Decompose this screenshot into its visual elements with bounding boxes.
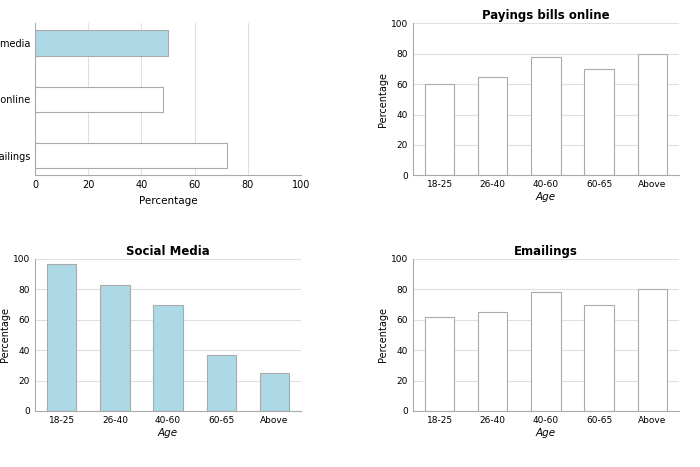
Bar: [584, 69, 614, 175]
Bar: [425, 317, 454, 411]
Bar: [638, 54, 667, 175]
X-axis label: Age: Age: [158, 428, 178, 438]
Bar: [206, 355, 236, 411]
Bar: [425, 84, 454, 175]
Title: Emailings: Emailings: [514, 245, 578, 258]
Title: Social Media: Social Media: [126, 245, 210, 258]
Bar: [478, 312, 508, 411]
Bar: [584, 304, 614, 411]
Title: Payings bills online: Payings bills online: [482, 9, 610, 22]
Y-axis label: Percentage: Percentage: [0, 307, 10, 362]
Bar: [35, 143, 227, 169]
Bar: [531, 57, 561, 175]
Bar: [531, 292, 561, 411]
Bar: [260, 373, 289, 411]
Bar: [47, 263, 76, 411]
Bar: [153, 304, 183, 411]
Bar: [35, 30, 168, 56]
Bar: [100, 285, 130, 411]
X-axis label: Percentage: Percentage: [139, 196, 197, 206]
X-axis label: Age: Age: [536, 192, 556, 202]
Y-axis label: Percentage: Percentage: [378, 72, 388, 127]
X-axis label: Age: Age: [536, 428, 556, 438]
Bar: [478, 77, 508, 175]
Bar: [638, 290, 667, 411]
Bar: [35, 87, 162, 112]
Y-axis label: Percentage: Percentage: [378, 307, 388, 362]
